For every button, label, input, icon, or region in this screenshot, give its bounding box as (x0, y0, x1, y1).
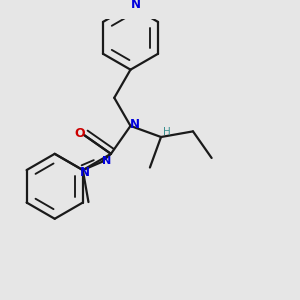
Text: N: N (130, 118, 140, 131)
Text: H: H (164, 127, 171, 137)
Text: N: N (131, 0, 141, 11)
Text: N: N (80, 166, 90, 179)
Text: O: O (74, 127, 85, 140)
Text: N: N (102, 156, 111, 166)
